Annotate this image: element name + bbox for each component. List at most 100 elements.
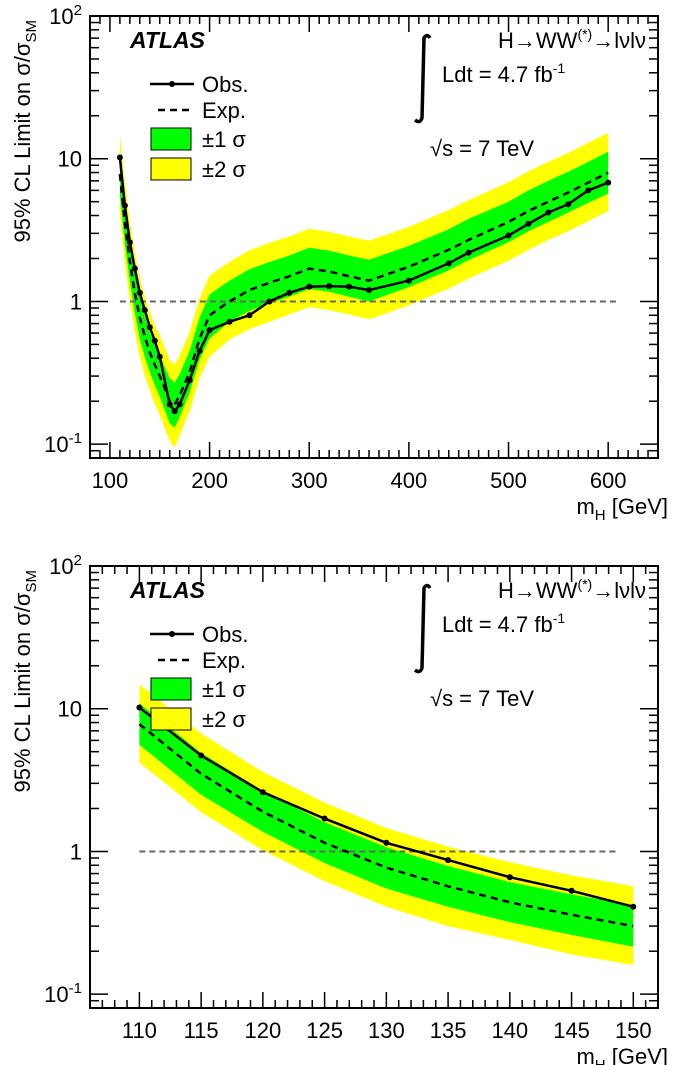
integral-sign-icon — [413, 33, 432, 124]
observed-point — [306, 283, 313, 290]
process-label: H→WW(*)→lνlν — [498, 26, 646, 53]
plot-area — [136, 684, 637, 965]
luminosity-label: Ldt = 4.7 fb-1 — [442, 60, 565, 87]
legend-expected-label: Exp. — [202, 648, 246, 673]
observed-point — [121, 202, 128, 209]
x-tick-label: 500 — [490, 468, 527, 493]
y-tick-label: 10-1 — [44, 430, 82, 457]
legend-band1-label: ±1 σ — [202, 677, 246, 702]
observed-point — [505, 232, 512, 239]
observed-point — [383, 839, 390, 846]
integral-sign-icon — [413, 583, 432, 674]
observed-point — [198, 752, 205, 759]
observed-point — [156, 353, 163, 360]
observed-point — [146, 324, 153, 331]
legend-band2-label: ±2 σ — [202, 157, 246, 182]
x-tick-label: 125 — [306, 1018, 343, 1043]
observed-point — [196, 347, 203, 354]
observed-point — [131, 265, 138, 272]
x-tick-label: 400 — [391, 468, 428, 493]
observed-point — [176, 401, 183, 408]
y-tick-label: 102 — [49, 2, 82, 29]
energy-label: √s = 7 TeV — [430, 136, 534, 161]
x-tick-label: 120 — [245, 1018, 282, 1043]
x-tick-label: 130 — [368, 1018, 405, 1043]
observed-point — [545, 209, 552, 216]
x-tick-label: 135 — [430, 1018, 467, 1043]
observed-point — [445, 260, 452, 267]
atlas-label: ATLAS — [129, 27, 206, 53]
luminosity-label: Ldt = 4.7 fb-1 — [442, 610, 565, 637]
legend-band1-label: ±1 σ — [202, 127, 246, 152]
legend-band1-swatch — [150, 677, 192, 701]
y-tick-label: 102 — [49, 552, 82, 579]
plot-frame — [89, 15, 659, 459]
observed-point — [605, 179, 612, 186]
observed-point — [506, 874, 513, 881]
observed-point — [565, 201, 572, 208]
observed-point — [326, 283, 333, 290]
y-tick-label: 1 — [70, 289, 82, 314]
observed-point — [226, 318, 233, 325]
x-tick-label: 150 — [615, 1018, 652, 1043]
energy-label: √s = 7 TeV — [430, 686, 534, 711]
x-tick-label: 200 — [191, 468, 228, 493]
observed-point — [266, 298, 273, 305]
observed-point — [141, 307, 148, 314]
observed-point — [136, 704, 143, 711]
observed-point — [366, 287, 373, 294]
x-tick-label: 140 — [491, 1018, 528, 1043]
y-tick-label: 10 — [58, 147, 82, 172]
observed-point — [568, 887, 575, 894]
x-tick-label: 110 — [122, 1018, 157, 1043]
y-axis-title: 95% CL Limit on σ/σSM — [10, 20, 40, 242]
observed-point — [405, 277, 412, 284]
legend-band1-swatch — [150, 127, 192, 151]
legend-observed-label: Obs. — [202, 72, 248, 97]
observed-point — [286, 289, 293, 296]
x-tick-label: 145 — [553, 1018, 590, 1043]
observed-point — [246, 312, 253, 319]
atlas-label: ATLAS — [129, 577, 206, 603]
observed-point — [126, 239, 133, 246]
chart-panel-2: 11011512012513013514014515010-1110102mH … — [10, 552, 668, 1065]
expected-limit-line — [118, 171, 609, 407]
legend-observed-marker — [169, 631, 175, 637]
observed-point — [346, 283, 353, 290]
y-axis-title: 95% CL Limit on σ/σSM — [10, 570, 40, 792]
band-1sigma — [139, 703, 634, 947]
observed-point — [445, 857, 452, 864]
legend-band2-swatch — [150, 157, 192, 181]
observed-point — [116, 154, 123, 161]
expected-limit-line — [138, 723, 634, 928]
observed-point — [171, 408, 178, 415]
legend-band2-label: ±2 σ — [202, 707, 246, 732]
observed-point — [585, 187, 592, 194]
y-tick-label: 10 — [58, 697, 82, 722]
legend-band2-swatch — [150, 707, 192, 731]
plot-area — [116, 132, 618, 448]
x-axis-title: mH [GeV] — [576, 494, 668, 524]
x-tick-label: 100 — [92, 468, 129, 493]
y-tick-label: 1 — [70, 839, 82, 864]
observed-point — [525, 220, 532, 227]
x-axis-title: mH [GeV] — [576, 1044, 668, 1065]
x-tick-label: 300 — [291, 468, 328, 493]
observed-point — [151, 337, 158, 344]
observed-point — [321, 815, 328, 822]
observed-point — [166, 401, 173, 408]
observed-point — [206, 327, 213, 334]
y-tick-label: 10-1 — [44, 980, 82, 1007]
x-tick-label: 600 — [590, 468, 627, 493]
observed-point — [186, 377, 193, 384]
legend-observed-marker — [169, 81, 175, 87]
observed-point — [465, 249, 472, 256]
x-tick-label: 115 — [184, 1018, 219, 1043]
observed-point — [136, 289, 143, 296]
observed-point — [259, 789, 266, 796]
observed-point — [630, 903, 637, 910]
chart-panel-1: 100 200 300 400 500 600 10-1 1 10 102 mH [GeV] 95% … — [10, 2, 668, 524]
legend-expected-label: Exp. — [202, 98, 246, 123]
process-label: H→WW(*)→lνlν — [498, 576, 646, 603]
